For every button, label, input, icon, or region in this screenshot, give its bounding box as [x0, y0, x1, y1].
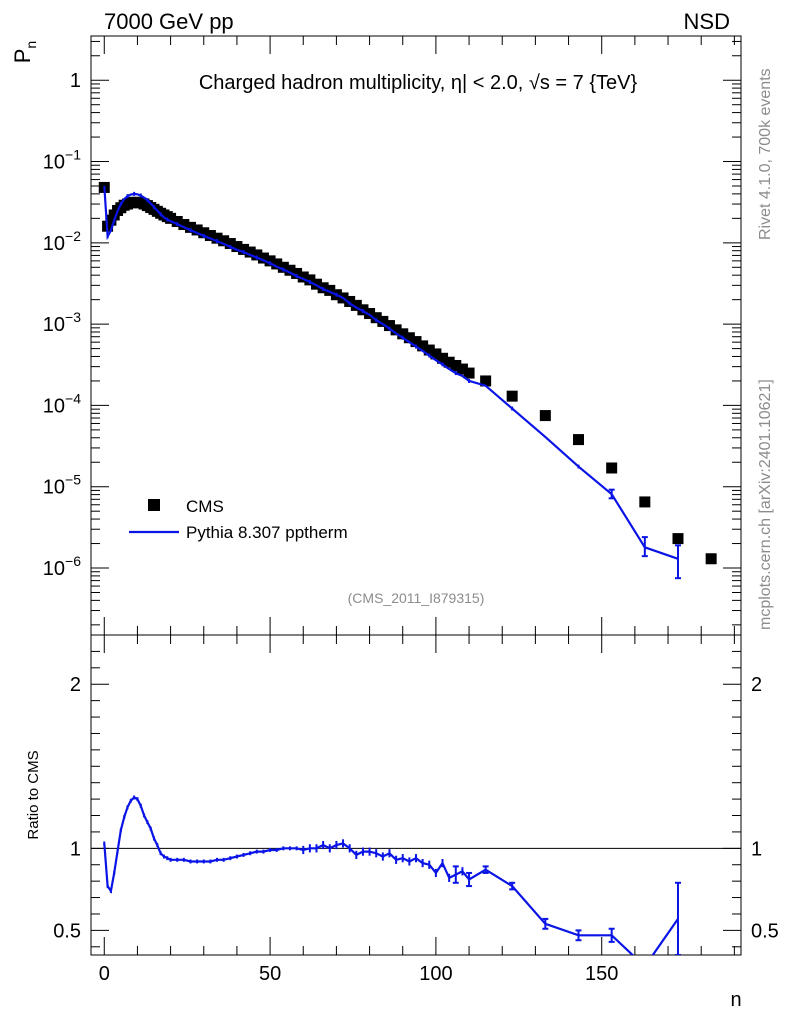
- legend-pythia-label: Pythia 8.307 pptherm: [186, 523, 348, 542]
- main-y-tick-label: 10−2: [43, 228, 81, 255]
- ratio-y-tick-label: 1: [70, 838, 81, 860]
- cms-point: [244, 246, 256, 258]
- cms-point: [257, 252, 269, 264]
- analysis-label: (CMS_2011_I879315): [348, 590, 485, 606]
- cms-point: [390, 324, 402, 336]
- ratio-y-axis-label: Ratio to CMS: [25, 750, 42, 839]
- cms-point: [224, 238, 236, 250]
- main-y-tick-label: 10−3: [43, 309, 81, 336]
- x-tick-label: 100: [419, 963, 452, 985]
- cms-point: [324, 284, 336, 296]
- ratio-y-tick-label: 2: [70, 674, 81, 696]
- cms-point: [264, 255, 276, 267]
- pythia-main-errorbars: [106, 191, 681, 580]
- main-axis-ticks: [91, 36, 741, 635]
- cms-point: [204, 230, 216, 242]
- cms-point: [198, 227, 210, 239]
- cms-point: [284, 264, 296, 276]
- ratio-plot-frame: [90, 634, 742, 956]
- ratio-y-tick-label-right: 1: [751, 838, 762, 860]
- cms-point: [463, 367, 475, 379]
- cms-point: [383, 320, 395, 332]
- cms-point: [410, 336, 422, 348]
- cms-point: [238, 243, 250, 255]
- main-y-tick-labels: 1 10−1 10−2 10−3 10−4 10−5 10−6: [43, 70, 81, 580]
- cms-point: [364, 308, 376, 320]
- x-tick-label: 0: [99, 963, 110, 985]
- pythia-ratio-errorbars: [103, 795, 681, 955]
- cms-point: [370, 312, 382, 324]
- cms-point: [539, 410, 551, 422]
- cms-point: [443, 356, 455, 368]
- cms-point: [672, 533, 684, 545]
- cms-point: [450, 359, 462, 371]
- main-y-tick-label: 10−6: [43, 553, 81, 580]
- rivet-label: Rivet 4.1.0, 700k events: [757, 68, 774, 240]
- legend-cms-label: CMS: [186, 497, 224, 516]
- cms-point: [606, 462, 618, 474]
- cms-point: [403, 332, 415, 344]
- main-y-tick-label: 10−4: [43, 390, 81, 417]
- cms-point: [705, 553, 717, 565]
- cms-point: [350, 299, 362, 311]
- legend-cms-marker: [148, 499, 160, 511]
- x-tick-label: 150: [585, 963, 618, 985]
- main-y-tick-label: 10−1: [43, 147, 81, 174]
- cms-point: [506, 390, 518, 402]
- cms-point: [417, 340, 429, 352]
- main-y-tick-label: 10−5: [43, 472, 81, 499]
- pythia-main-line: [103, 185, 679, 560]
- cms-point: [218, 235, 230, 247]
- ratio-y-tick-labels: 0.5 0.5 1 1 2 2: [53, 674, 779, 942]
- ratio-y-tick-label-right: 0.5: [751, 920, 779, 942]
- plot-title: Charged hadron multiplicity, η| < 2.0, √…: [199, 72, 638, 94]
- ratio-y-tick-label-right: 2: [751, 674, 762, 696]
- cms-point: [178, 219, 190, 231]
- legend: CMS Pythia 8.307 pptherm: [129, 497, 348, 542]
- cms-point: [251, 249, 263, 261]
- cms-point: [456, 363, 468, 375]
- cms-point: [397, 328, 409, 340]
- cms-point: [271, 258, 283, 270]
- process-label: NSD: [684, 9, 730, 34]
- pythia-ratio-line: [103, 796, 679, 955]
- cms-point: [165, 212, 177, 224]
- main-y-tick-label: 1: [70, 70, 81, 92]
- x-tick-label: 50: [259, 963, 281, 985]
- ratio-y-tick-label: 0.5: [53, 920, 81, 942]
- cms-point: [423, 344, 435, 356]
- cms-point: [573, 434, 584, 446]
- cms-point: [277, 261, 289, 273]
- ratio-axis-ticks: [91, 634, 741, 955]
- x-tick-labels: 0 50 100 150: [99, 963, 619, 985]
- cms-point: [639, 496, 651, 508]
- cms-point: [297, 271, 309, 283]
- cms-point: [231, 241, 243, 253]
- x-axis-label: n: [730, 989, 741, 1011]
- cms-point: [430, 348, 442, 360]
- cms-point: [377, 315, 389, 327]
- cms-point: [184, 221, 196, 233]
- cms-point: [191, 224, 203, 236]
- cms-point: [304, 274, 316, 286]
- cms-point: [291, 267, 303, 279]
- y-axis-label: Pn: [10, 41, 39, 63]
- energy-label: 7000 GeV pp: [104, 9, 234, 34]
- main-panel: 1 10−1 10−2 10−3 10−4 10−5 10−6 Pn Charged had…: [10, 35, 742, 636]
- cms-point: [211, 232, 223, 244]
- cms-point: [171, 215, 183, 227]
- cms-point: [480, 375, 492, 387]
- mcplots-label: mcplots.cern.ch [arXiv:2401.10621]: [757, 379, 774, 630]
- cms-point: [437, 352, 449, 364]
- ratio-panel: 0.5 0.5 1 1 2 2 0 50 100 150 Ratio to CMS n: [25, 634, 779, 1011]
